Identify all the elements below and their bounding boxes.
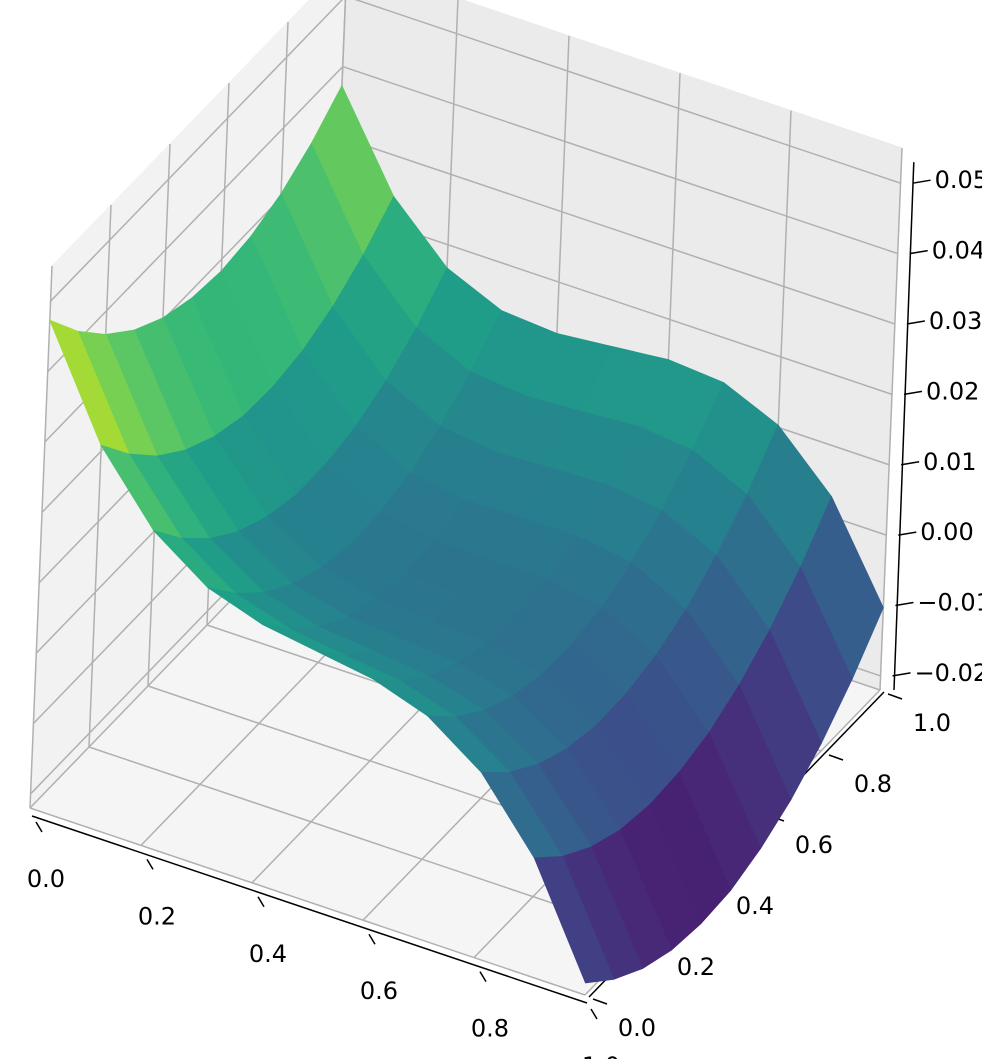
grid-line bbox=[50, 0, 343, 302]
grid-line bbox=[29, 807, 586, 996]
z-tick bbox=[906, 320, 925, 325]
x-tick bbox=[479, 971, 487, 982]
grid-line bbox=[342, 65, 898, 255]
x-tick-label: 0.0 bbox=[27, 865, 65, 893]
y-tick-label: 0.8 bbox=[854, 770, 892, 798]
z-tick bbox=[901, 461, 920, 466]
z-tick bbox=[912, 179, 931, 184]
x-tick-label: 0.6 bbox=[360, 977, 398, 1005]
x-tick-label: 0.2 bbox=[138, 902, 176, 930]
x-tick bbox=[146, 859, 154, 870]
x-tick bbox=[35, 821, 43, 833]
y-tick-label: 0.6 bbox=[795, 831, 833, 859]
z-tick-label: 0.03 bbox=[929, 307, 982, 335]
grid-line bbox=[354, 0, 901, 184]
z-tick-label: −0.02 bbox=[915, 659, 982, 687]
y-tick-label: 0.4 bbox=[736, 892, 774, 920]
x-tick-label: 0.8 bbox=[471, 1015, 509, 1043]
grid-line bbox=[29, 265, 53, 809]
z-tick-label: 0.04 bbox=[932, 237, 982, 265]
y-tick-label: 0.2 bbox=[677, 953, 715, 981]
grid-line bbox=[336, 206, 893, 396]
z-tick-label: −0.01 bbox=[917, 589, 982, 617]
y-tick bbox=[828, 754, 844, 761]
grid-line bbox=[879, 147, 903, 691]
z-tick-label: 0.02 bbox=[926, 377, 979, 405]
y-tick bbox=[592, 998, 608, 1005]
x-tick bbox=[590, 1008, 598, 1020]
x-tick bbox=[257, 896, 265, 908]
grid-line bbox=[88, 746, 645, 935]
z-tick-label: 0.05 bbox=[935, 166, 982, 194]
z-tick bbox=[895, 601, 914, 607]
grid-line bbox=[339, 136, 896, 325]
grid-line bbox=[88, 204, 112, 748]
z-tick bbox=[909, 249, 928, 255]
x-tick-label: 0.4 bbox=[249, 940, 287, 968]
x-tick bbox=[368, 933, 376, 945]
x-tick-label: 1.0 bbox=[582, 1052, 620, 1059]
grid-line bbox=[47, 66, 344, 373]
z-tick-label: 0.01 bbox=[923, 448, 976, 476]
z-tick bbox=[903, 390, 923, 396]
z-tick-label: 0.00 bbox=[920, 518, 973, 546]
z-tick bbox=[898, 531, 917, 536]
y-tick-label: 1.0 bbox=[913, 709, 951, 737]
y-tick-label: 0.0 bbox=[618, 1014, 656, 1042]
z-axis bbox=[893, 162, 915, 691]
surface-patch bbox=[533, 855, 615, 984]
x-axis bbox=[31, 815, 588, 1004]
y-tick bbox=[887, 693, 903, 700]
z-tick bbox=[892, 672, 911, 677]
